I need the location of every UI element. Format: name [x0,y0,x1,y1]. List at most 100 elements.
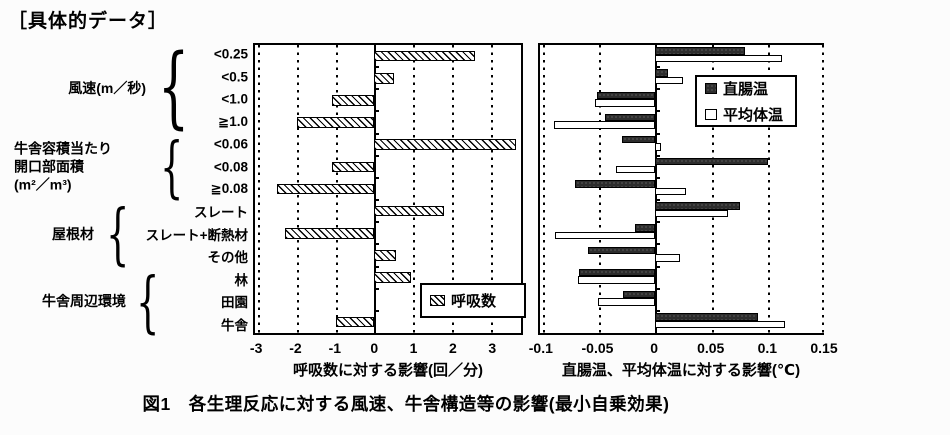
chart-row [540,311,824,333]
axis-row-tick [655,265,661,268]
category-label: その他 [207,250,249,266]
bar-segment [655,143,661,151]
legend-item-respiration: 呼吸数 [430,290,516,311]
gridline [258,45,261,333]
bar-segment [635,224,656,232]
bar-segment [655,313,758,321]
bar-segment [594,99,656,107]
axis-row-tick [374,199,380,202]
bar-segment [596,91,656,100]
chart-row [255,67,521,89]
axis-row-tick [655,132,661,135]
chart-row [255,89,521,111]
bar-segment [655,47,746,55]
respiration-axis-title: 呼吸数に対する影響(回／分) [293,362,483,379]
group-label: 牛舎容積当たり 開口部面積 (m²／m³) [14,140,112,193]
axis-row-tick [374,287,380,290]
legend-item-rectal-temp: 直腸温 [705,78,787,99]
bar-segment [655,69,668,77]
category-label: <0.5 [221,69,248,85]
gridline [413,45,416,333]
x-tick-label: 0.15 [810,340,838,356]
dark-swatch-icon [705,82,717,94]
x-tick-label: 0 [650,340,658,356]
bar-segment [331,161,375,173]
temperature-chart-plot [538,43,824,335]
bar-segment [655,320,785,329]
respiration-legend: 呼吸数 [420,283,526,318]
category-label: <0.08 [213,159,248,175]
category-label: <0.06 [213,136,248,152]
category-group: 牛舎容積当たり 開口部面積 (m²／m³){ [0,133,183,200]
chart-row [255,200,521,222]
legend-label: 直腸温 [723,80,769,98]
bar-segment [615,165,656,174]
bar-segment [655,254,681,262]
gridline [822,45,824,333]
x-tick-label: 0 [370,340,379,356]
bar-segment [578,268,656,277]
x-tick-label: -0.1 [528,340,553,356]
temperature-legend: 直腸温 平均体温 [695,75,797,127]
bar-segment [335,316,375,328]
bar-segment [374,272,412,283]
group-label: 風速(m／秒) [68,79,146,96]
bar-segment [555,231,656,240]
chart-row [540,67,824,89]
chart-row [540,267,824,289]
x-tick-label: -1 [328,340,342,356]
category-label: ≧1.0 [217,113,248,129]
category-group: 風速(m／秒){ [0,43,189,133]
x-tick-label: 3 [488,340,497,356]
x-tick-label: 1 [409,340,418,356]
x-tick-label: -0.05 [581,340,614,356]
axis-row-tick [655,88,661,91]
legend-item-mean-body-temp: 平均体温 [705,104,787,125]
category-label: スレート+断熱材 [145,227,248,243]
axis-row-tick [374,132,380,135]
axis-row-tick [374,221,380,224]
axis-row-tick [655,154,661,157]
bar-segment [597,298,656,306]
category-label: <0.25 [213,46,248,62]
bar-segment [655,187,686,196]
respiration-chart-plot [253,43,523,335]
bar-segment [622,290,656,299]
bar-segment [655,157,768,166]
axis-row-tick [374,243,380,246]
axis-row-tick [655,221,661,224]
category-label: <1.0 [221,91,248,107]
chart-row [255,311,521,333]
category-group: 牛舎周辺環境{ [0,268,170,335]
axis-row-tick [655,110,661,113]
axis-row-tick [374,309,380,312]
category-label: ≧0.08 [210,181,248,196]
bar-segment [587,246,656,255]
chart-row [255,222,521,244]
chart-row [255,178,521,200]
bar-segment [655,202,740,210]
zero-axis-line [374,45,377,333]
axis-row-tick [655,199,661,202]
chart-row [255,45,521,67]
chart-row [540,134,824,156]
axis-row-tick [655,176,661,179]
group-label: 牛舎周辺環境 [42,293,126,310]
curly-brace-icon: { [136,262,160,340]
bar-segment [374,250,396,261]
bar-segment [285,227,375,239]
chart-row [255,156,521,178]
legend-label: 呼吸数 [451,293,497,310]
chart-row [540,222,824,244]
chart-row [255,111,521,133]
category-labels: <0.25 <0.5 <1.0 ≧1.0 <0.06 <0.08 ≧0.08 スレート スレート… [146,43,250,335]
chart-row [540,244,824,266]
bar-segment [554,121,656,129]
bar-segment [374,72,394,84]
curly-brace-icon: { [158,35,190,139]
figure-caption: 図1 各生理反応に対する風速、牛舎構造等の影響(最小自乗効果) [142,394,670,414]
bar-segment [296,117,375,128]
axis-row-tick [374,265,380,268]
gridline [542,45,545,333]
